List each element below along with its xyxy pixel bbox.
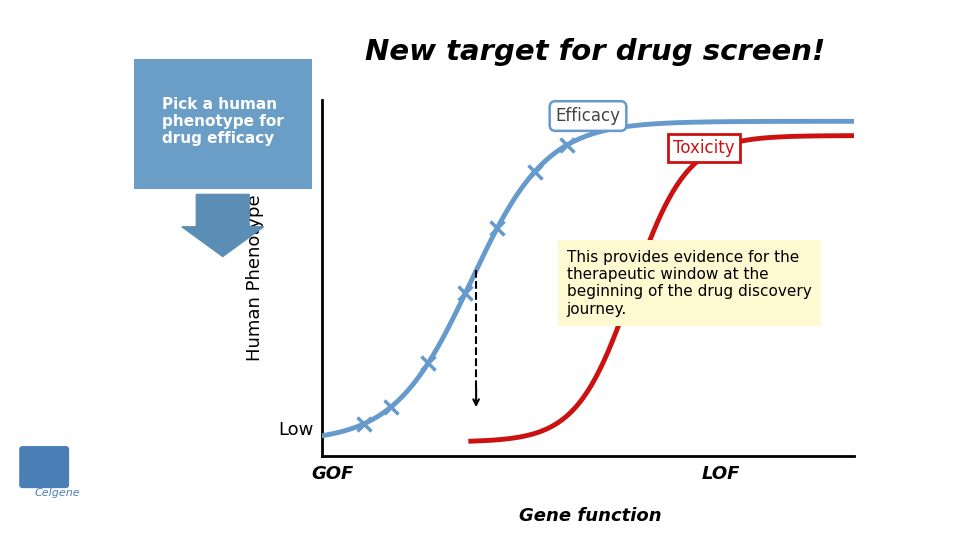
Text: Celgene: Celgene [35, 488, 81, 498]
Y-axis label: Human Phenotype: Human Phenotype [246, 195, 264, 361]
FancyBboxPatch shape [19, 446, 69, 488]
Text: Gene function: Gene function [519, 507, 661, 525]
Text: New target for drug screen!: New target for drug screen! [365, 38, 826, 66]
Text: Toxicity: Toxicity [673, 139, 734, 157]
Text: Efficacy: Efficacy [556, 107, 620, 125]
Text: Pick a human
phenotype for
drug efficacy: Pick a human phenotype for drug efficacy [162, 97, 283, 146]
Text: This provides evidence for the
therapeutic window at the
beginning of the drug d: This provides evidence for the therapeut… [566, 249, 811, 317]
